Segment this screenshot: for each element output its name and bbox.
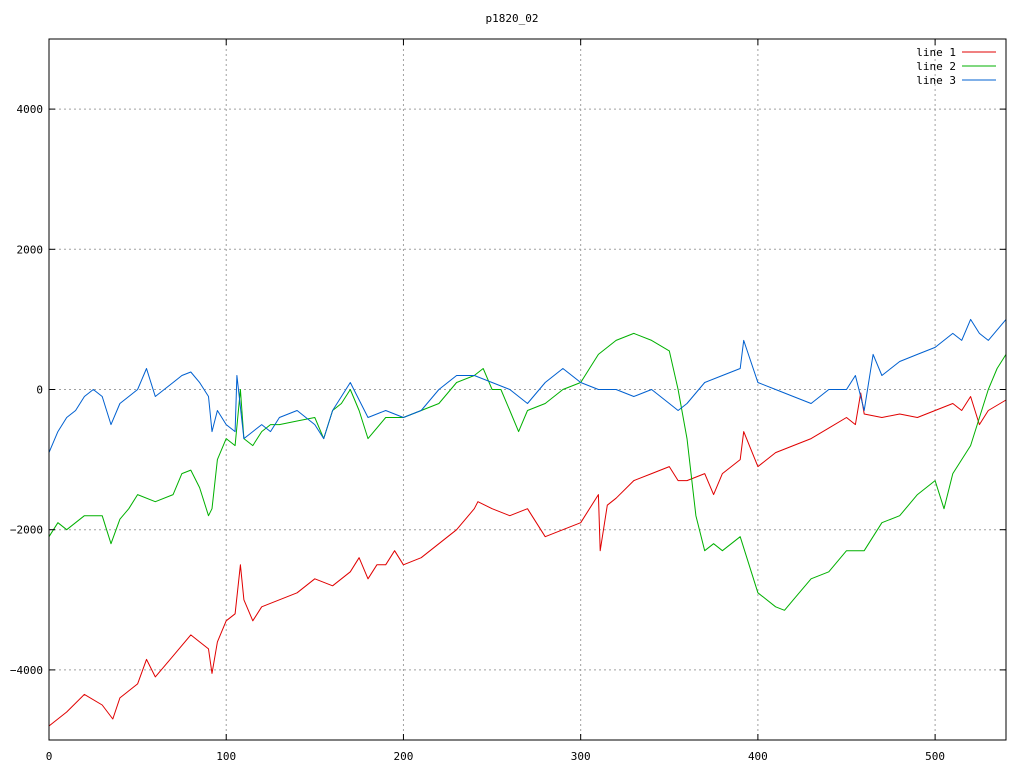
x-tick-label: 500	[925, 750, 945, 763]
grid	[49, 39, 1006, 740]
legend-label: line 3	[916, 74, 956, 87]
chart-title: p1820_02	[486, 12, 539, 25]
y-tick-label: 4000	[17, 103, 44, 116]
legend-label: line 1	[916, 46, 956, 59]
x-tick-label: 400	[748, 750, 768, 763]
y-tick-label: −4000	[10, 664, 43, 677]
plot-area	[48, 318, 1007, 727]
x-tick-label: 200	[394, 750, 414, 763]
plot-frame	[48, 38, 1007, 741]
y-axis-tick-labels: −4000 −2000 0 2000 4000	[10, 103, 43, 677]
series-line-1	[48, 392, 1007, 727]
y-tick-label: −2000	[10, 524, 43, 537]
x-axis-tick-labels: 0 100 200 300 400 500	[46, 750, 945, 763]
legend-label: line 2	[916, 60, 956, 73]
series-line-2	[48, 332, 1007, 611]
y-tick-label: 2000	[17, 243, 44, 256]
x-tick-label: 300	[571, 750, 591, 763]
y-tick-label: 0	[36, 384, 43, 397]
series-line-3	[48, 318, 1007, 453]
x-tick-label: 100	[216, 750, 236, 763]
axis-ticks	[48, 39, 1006, 740]
x-tick-label: 0	[46, 750, 53, 763]
